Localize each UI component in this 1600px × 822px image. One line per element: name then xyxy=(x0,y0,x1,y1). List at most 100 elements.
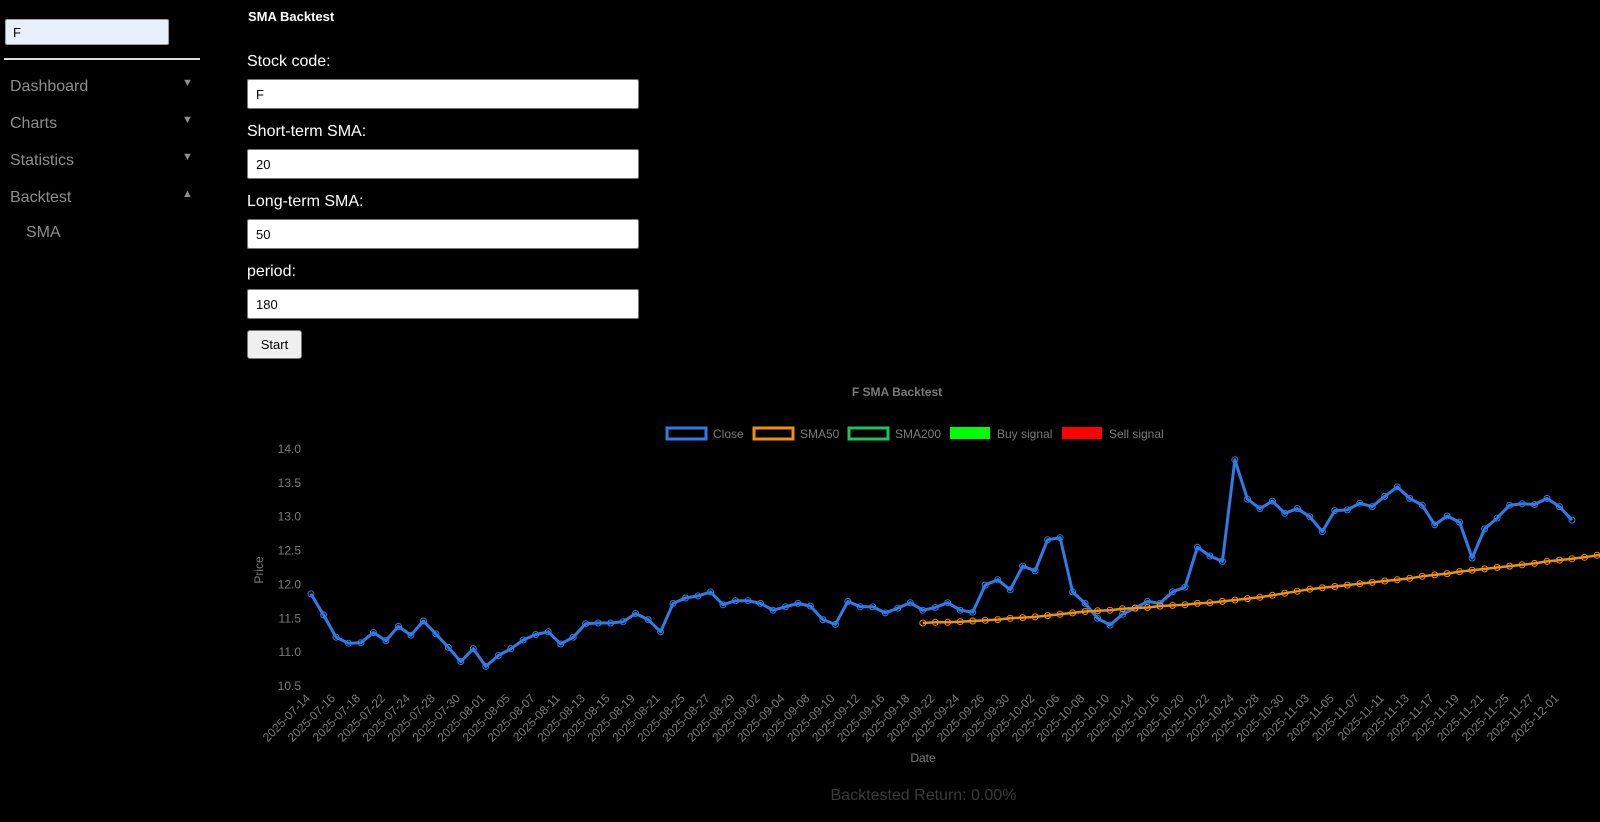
y-tick-label: 13.5 xyxy=(278,476,302,490)
sidebar-item-statistics[interactable]: Statistics ▼ xyxy=(0,146,200,176)
data-point xyxy=(994,576,1002,584)
sidebar: Dashboard ▼ Charts ▼ Statistics ▼ Backte… xyxy=(0,0,200,822)
data-point xyxy=(906,599,914,607)
data-point xyxy=(1481,525,1489,533)
legend-item[interactable]: SMA200 xyxy=(847,426,941,441)
data-point xyxy=(1506,562,1514,570)
sidebar-subitem-sma[interactable]: SMA xyxy=(26,224,61,241)
data-point xyxy=(1418,501,1426,509)
data-point xyxy=(1281,589,1289,597)
stock-code-input[interactable] xyxy=(247,79,639,109)
data-point xyxy=(1243,495,1251,503)
data-point xyxy=(1493,564,1501,571)
data-point xyxy=(444,643,452,651)
data-point xyxy=(1019,562,1027,570)
short-sma-label: Short-term SMA: xyxy=(247,123,367,140)
data-point xyxy=(719,601,727,609)
legend-swatch xyxy=(752,426,795,441)
data-point xyxy=(1044,536,1052,544)
data-point xyxy=(1443,512,1451,520)
data-point xyxy=(1019,614,1027,622)
legend-label: SMA50 xyxy=(800,427,840,441)
data-point xyxy=(707,588,714,596)
chevron-down-icon: ▼ xyxy=(182,151,193,163)
data-point xyxy=(1343,581,1351,589)
sidebar-item-label: Backtest xyxy=(10,189,72,206)
data-point xyxy=(1468,566,1476,574)
sidebar-item-backtest[interactable]: Backtest ▲ xyxy=(0,183,200,213)
period-label: period: xyxy=(247,263,296,280)
data-point xyxy=(607,619,615,627)
data-point xyxy=(1081,599,1089,607)
data-point xyxy=(1443,570,1451,578)
data-point xyxy=(969,617,977,625)
data-point xyxy=(1368,578,1376,586)
data-point xyxy=(1431,571,1439,579)
data-point xyxy=(1493,514,1501,522)
data-point xyxy=(332,633,340,641)
search-input[interactable] xyxy=(5,19,169,45)
data-point xyxy=(1031,613,1039,621)
data-point xyxy=(769,606,777,614)
sidebar-item-label: Statistics xyxy=(10,152,75,169)
data-point xyxy=(1456,518,1464,526)
data-point xyxy=(1206,552,1214,560)
data-point xyxy=(1306,585,1314,593)
data-point xyxy=(1094,607,1102,615)
y-tick-label: 13.0 xyxy=(278,510,302,524)
data-point xyxy=(1081,608,1089,615)
data-point xyxy=(1556,503,1563,511)
data-point xyxy=(1456,568,1464,576)
short-sma-input[interactable] xyxy=(247,149,639,179)
legend-label: SMA200 xyxy=(895,427,941,441)
legend-item[interactable]: Close xyxy=(665,426,744,441)
data-point xyxy=(544,628,552,636)
data-point xyxy=(1268,591,1276,599)
sidebar-item-dashboard[interactable]: Dashboard ▼ xyxy=(0,72,200,102)
backtest-result: Backtested Return: 0.00% xyxy=(830,787,1017,804)
chevron-down-icon: ▼ xyxy=(182,77,193,89)
long-sma-input[interactable] xyxy=(247,219,639,249)
data-point xyxy=(831,620,839,628)
period-input[interactable] xyxy=(247,289,639,319)
data-point xyxy=(1206,599,1214,607)
sidebar-item-label: Dashboard xyxy=(10,78,89,95)
data-point xyxy=(931,618,939,626)
data-point xyxy=(1343,506,1351,514)
sidebar-item-label: Charts xyxy=(10,115,58,132)
data-point xyxy=(482,662,490,670)
data-point xyxy=(1543,494,1551,502)
data-point xyxy=(956,606,964,614)
data-point xyxy=(944,599,952,607)
data-point xyxy=(1531,559,1538,567)
legend-item[interactable]: SMA50 xyxy=(752,426,840,441)
data-point xyxy=(1543,557,1551,565)
data-point xyxy=(732,597,739,605)
chart-title: F SMA Backtest xyxy=(852,385,942,399)
legend-label: Buy signal xyxy=(997,427,1052,441)
start-button[interactable]: Start xyxy=(247,330,302,359)
data-point xyxy=(1356,499,1364,507)
legend-swatch xyxy=(847,426,890,441)
data-point xyxy=(1256,593,1264,601)
data-point xyxy=(1281,509,1289,517)
legend-item[interactable]: Sell signal xyxy=(1062,427,1164,441)
data-point xyxy=(1593,551,1600,559)
chevron-up-icon: ▲ xyxy=(182,188,193,200)
data-point xyxy=(457,658,465,666)
data-point xyxy=(1119,610,1126,618)
x-axis-label: Date xyxy=(910,751,936,765)
chevron-down-icon: ▼ xyxy=(182,114,193,126)
data-point xyxy=(1006,586,1014,594)
data-point xyxy=(407,631,415,639)
legend-label: Close xyxy=(713,427,744,441)
data-point xyxy=(432,630,440,638)
data-point xyxy=(794,599,802,607)
data-point xyxy=(744,597,752,605)
data-point xyxy=(1231,596,1239,604)
sidebar-item-charts[interactable]: Charts ▼ xyxy=(0,109,200,139)
legend-item[interactable]: Buy signal xyxy=(950,427,1052,441)
data-point xyxy=(1318,528,1326,536)
data-point xyxy=(1581,553,1588,561)
